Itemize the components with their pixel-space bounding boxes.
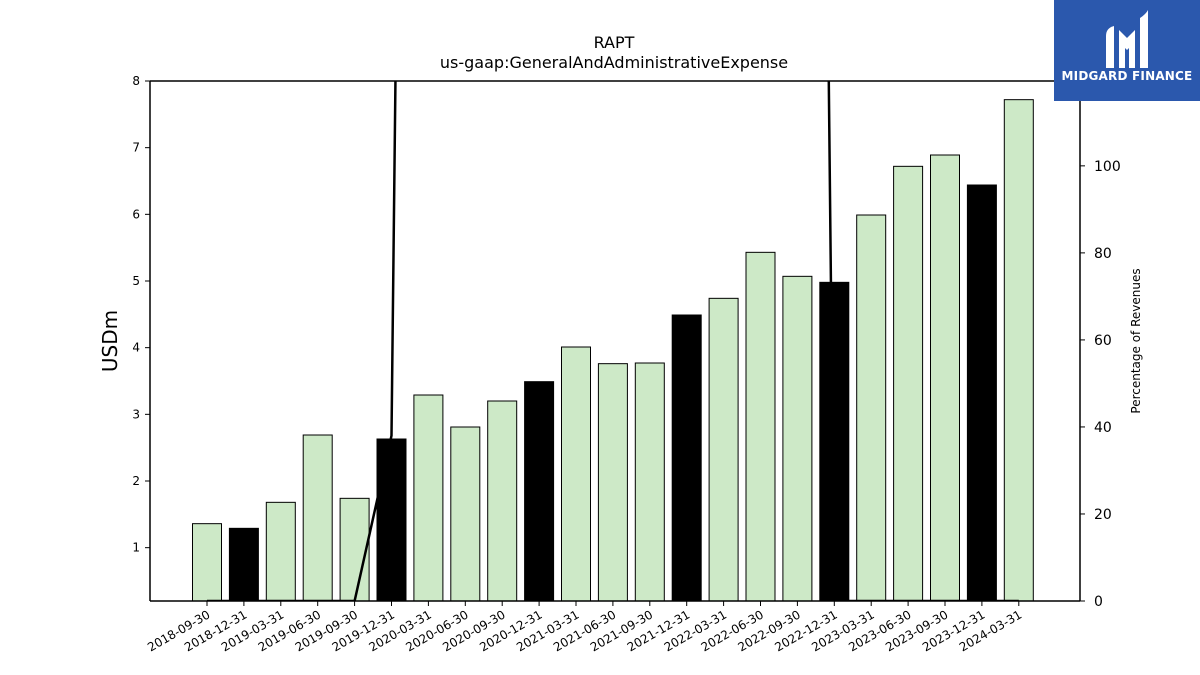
pct-line-group [207,81,1019,601]
pct-revenues-line-0 [207,81,397,601]
bar-2019-09-30 [339,497,370,602]
bar-2024-03-31 [1003,99,1034,602]
chart-title: RAPT [594,33,635,52]
midgard-finance-logo: MIDGARD FINANCE [1054,0,1200,101]
bar-2019-06-30 [302,434,333,602]
y2-tick-label: 0 [1094,594,1103,610]
bar-2021-03-31 [561,346,591,602]
bar-2020-09-30 [487,400,518,602]
bar-2022-09-30 [782,275,813,602]
bar-2020-06-30 [450,426,481,602]
y-tick-label: 4 [132,341,140,355]
y2-tick-label: 80 [1094,246,1112,262]
chart-subtitle: us-gaap:GeneralAndAdministrativeExpense [440,53,788,72]
y-tick-label: 7 [132,141,140,155]
y-tick-label: 2 [132,474,140,488]
bar-2020-12-31 [524,381,555,602]
bar-2023-12-31 [966,184,997,602]
y2-axis-label: Percentage of Revenues [1129,268,1143,413]
bar-2023-03-31 [856,214,887,602]
bar-2019-03-31 [265,501,296,602]
y2-tick-label: 60 [1094,333,1112,349]
bar-2019-12-31 [376,438,407,602]
y2-tick-label: 100 [1094,159,1121,175]
y-tick-label: 8 [132,74,140,88]
bar-2018-12-31 [228,527,259,602]
y2-tick-label: 40 [1094,420,1112,436]
bar-2021-09-30 [634,362,665,602]
bars-group [192,99,1034,602]
y-tick-label: 3 [132,407,140,421]
bar-2022-03-31 [708,297,739,602]
y2-tick-label: 20 [1094,507,1112,523]
bar-2021-06-30 [597,363,628,602]
bar-2023-06-30 [893,165,924,602]
y-tick-label: 6 [132,207,140,221]
bar-2021-12-31 [671,314,702,602]
bar-2022-06-30 [745,251,776,602]
midgard-logo-icon [1106,10,1148,68]
bar-2020-03-31 [413,394,444,602]
bar-2023-09-30 [930,154,960,602]
y-tick-label: 5 [132,274,140,288]
y-axis-label: USDm [98,310,122,372]
bar-2018-09-30 [192,523,222,602]
logo-text: MIDGARD FINANCE [1061,69,1193,83]
y-tick-label: 1 [132,541,140,555]
